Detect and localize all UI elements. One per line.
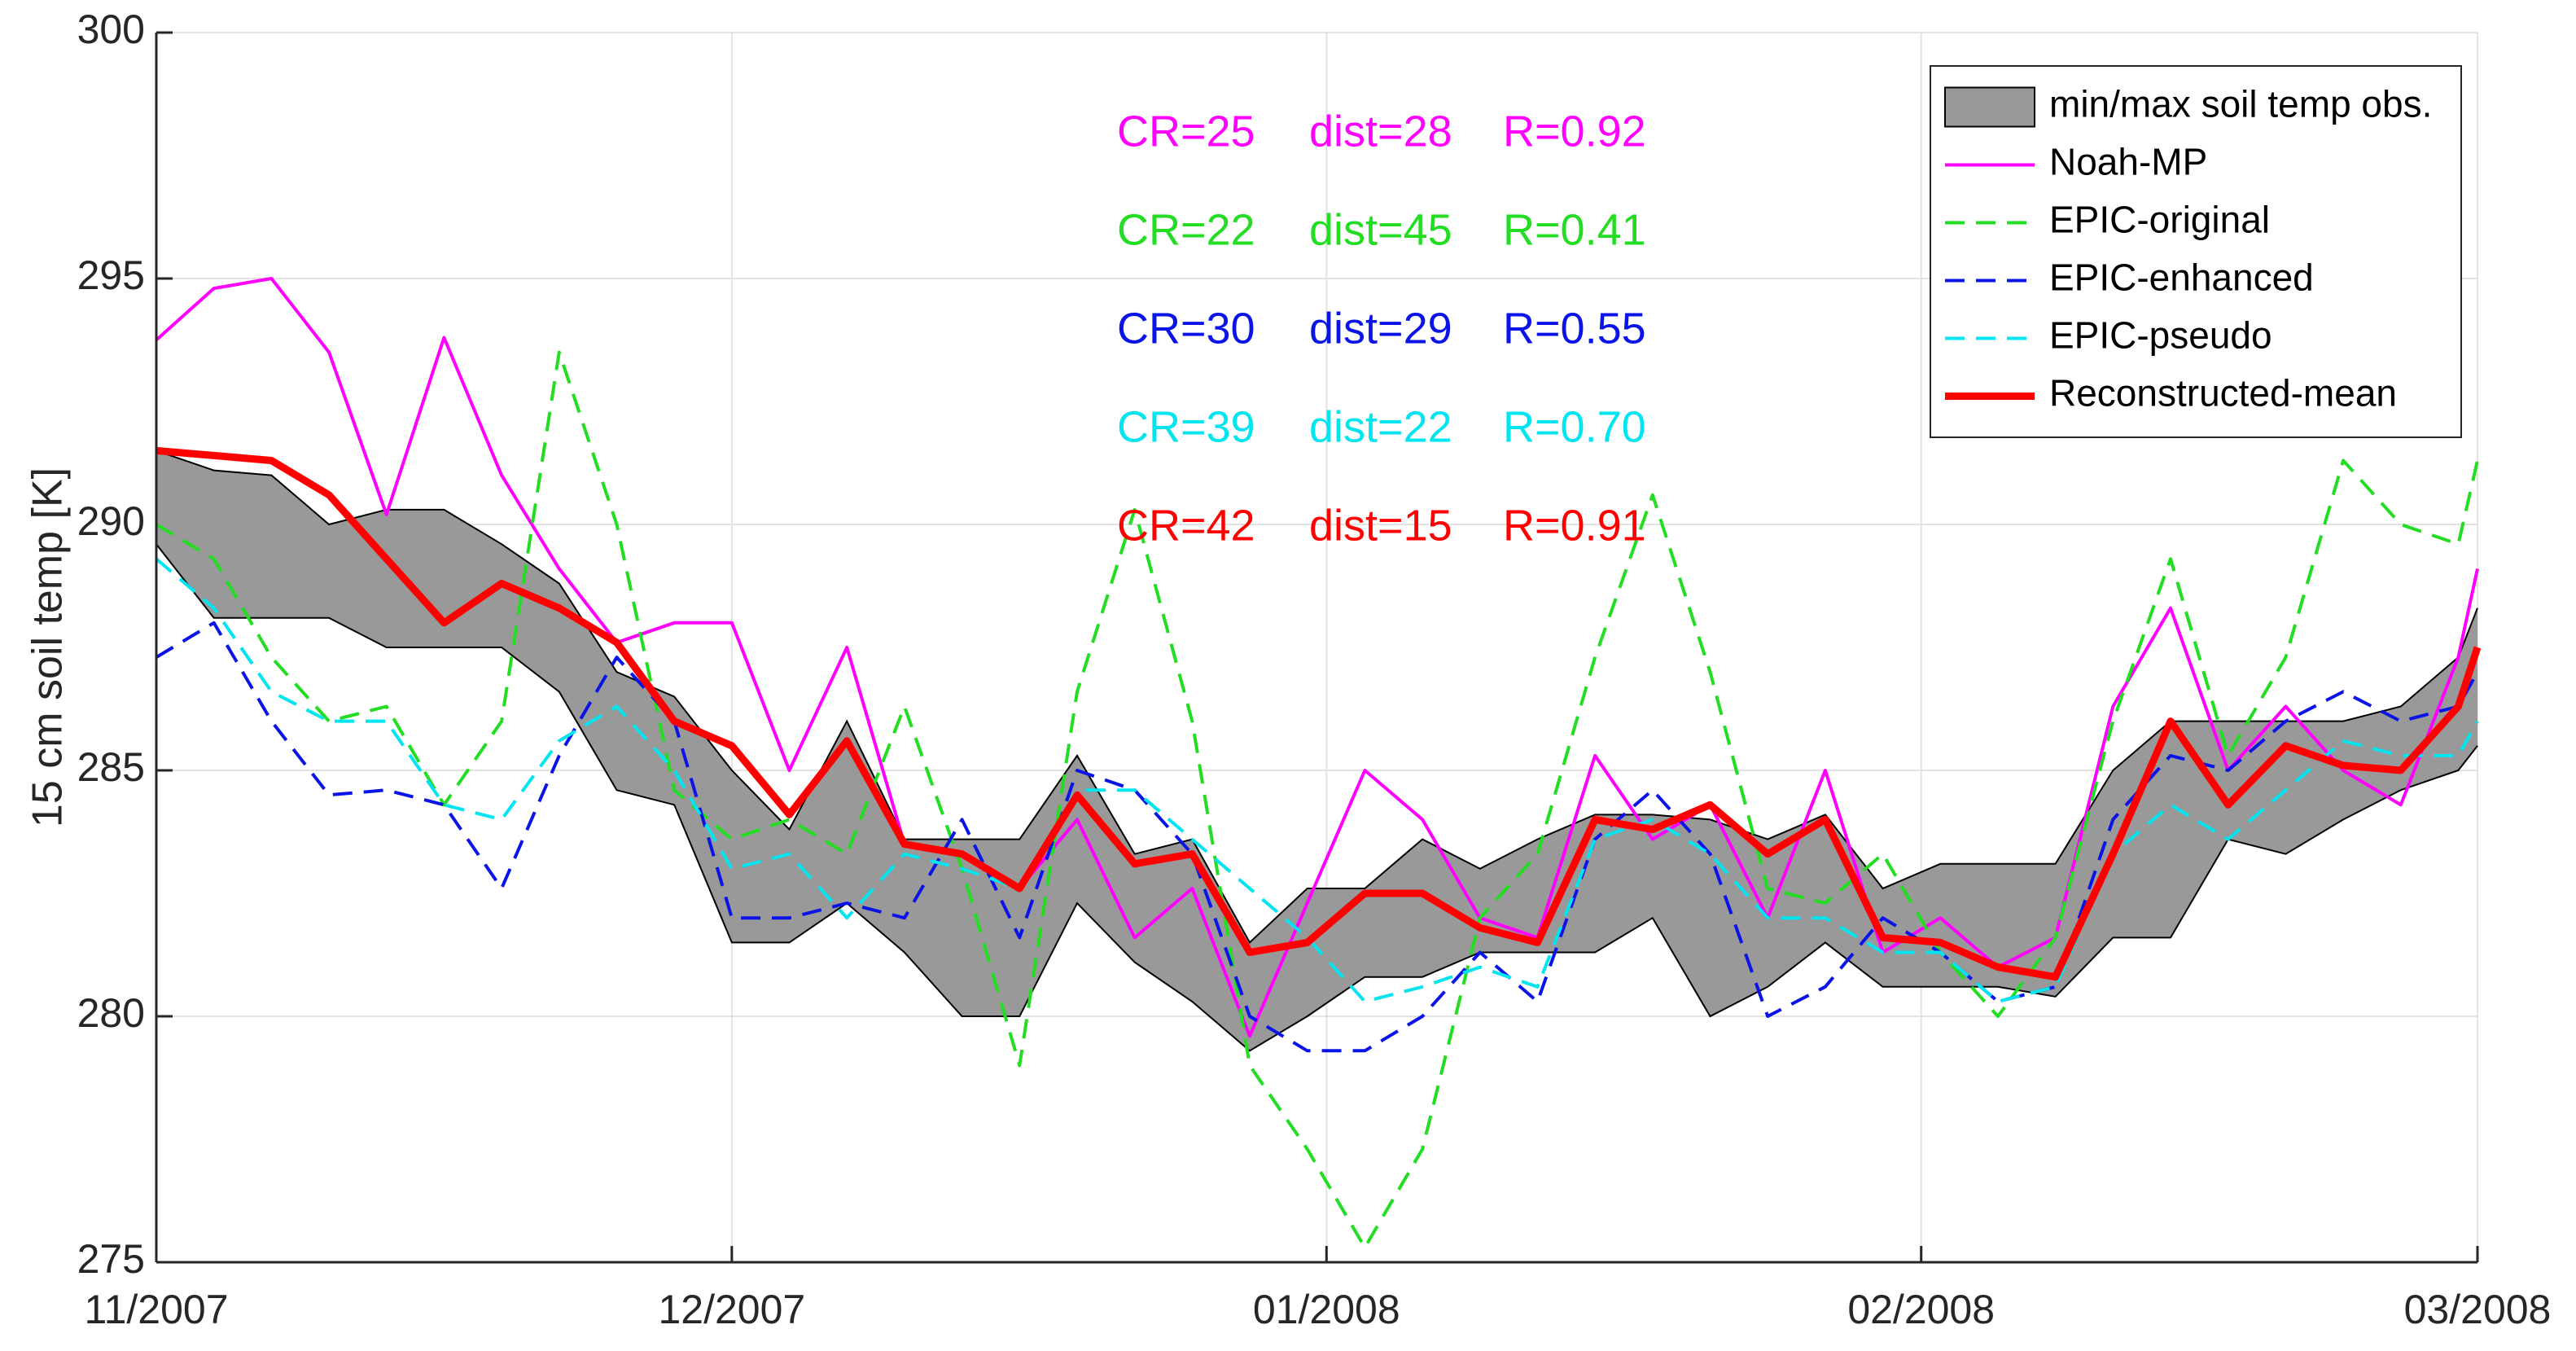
stat-annotation: dist=22 <box>1309 402 1452 451</box>
y-tick-label: 285 <box>77 744 145 790</box>
stat-annotation: dist=15 <box>1309 501 1452 550</box>
y-tick-label: 290 <box>77 498 145 544</box>
x-tick-label: 12/2007 <box>658 1287 805 1332</box>
stat-annotation: CR=39 <box>1117 402 1255 451</box>
y-tick-label: 295 <box>77 252 145 298</box>
legend-label: EPIC-enhanced <box>2049 257 2314 299</box>
x-tick-label: 01/2008 <box>1253 1287 1400 1332</box>
band-upper-edge <box>156 450 2478 945</box>
stat-annotation: R=0.92 <box>1503 107 1646 156</box>
x-tick-label: 03/2008 <box>2404 1287 2552 1332</box>
series-line <box>156 446 2482 981</box>
legend-label: Reconstructed-mean <box>2049 372 2397 415</box>
series-line <box>155 350 2479 1249</box>
stat-annotation: R=0.41 <box>1503 205 1646 254</box>
legend-box <box>1930 65 2462 438</box>
legend-label: min/max soil temp obs. <box>2049 83 2432 125</box>
legend-label: EPIC-original <box>2049 199 2270 241</box>
series-line <box>155 621 2479 1053</box>
band-lower-edge <box>156 543 2478 1052</box>
stat-annotation: dist=29 <box>1309 304 1452 353</box>
series-line <box>155 557 2479 1003</box>
legend-label: EPIC-pseudo <box>2049 314 2272 357</box>
x-tick-label: 02/2008 <box>1847 1287 1995 1332</box>
legend-swatch <box>1944 86 2035 128</box>
series-line <box>155 277 2479 1038</box>
y-tick-label: 275 <box>77 1236 145 1282</box>
y-tick-label: 300 <box>77 7 145 52</box>
stat-annotation: CR=22 <box>1117 205 1255 254</box>
stat-annotation: dist=28 <box>1309 107 1452 156</box>
stat-annotation: CR=30 <box>1117 304 1255 353</box>
y-tick-label: 280 <box>77 990 145 1036</box>
x-tick-label: 11/2007 <box>84 1287 228 1332</box>
stat-annotation: CR=25 <box>1117 107 1255 156</box>
y-axis-label: 15 cm soil temp [K] <box>24 467 72 827</box>
stat-annotation: dist=45 <box>1309 205 1452 254</box>
stat-annotation: R=0.55 <box>1503 304 1646 353</box>
stat-annotation: R=0.91 <box>1503 501 1646 550</box>
obs-band <box>156 450 2477 1051</box>
legend-label: Noah-MP <box>2049 141 2207 183</box>
stat-annotation: R=0.70 <box>1503 402 1646 451</box>
stat-annotation: CR=42 <box>1117 501 1255 550</box>
